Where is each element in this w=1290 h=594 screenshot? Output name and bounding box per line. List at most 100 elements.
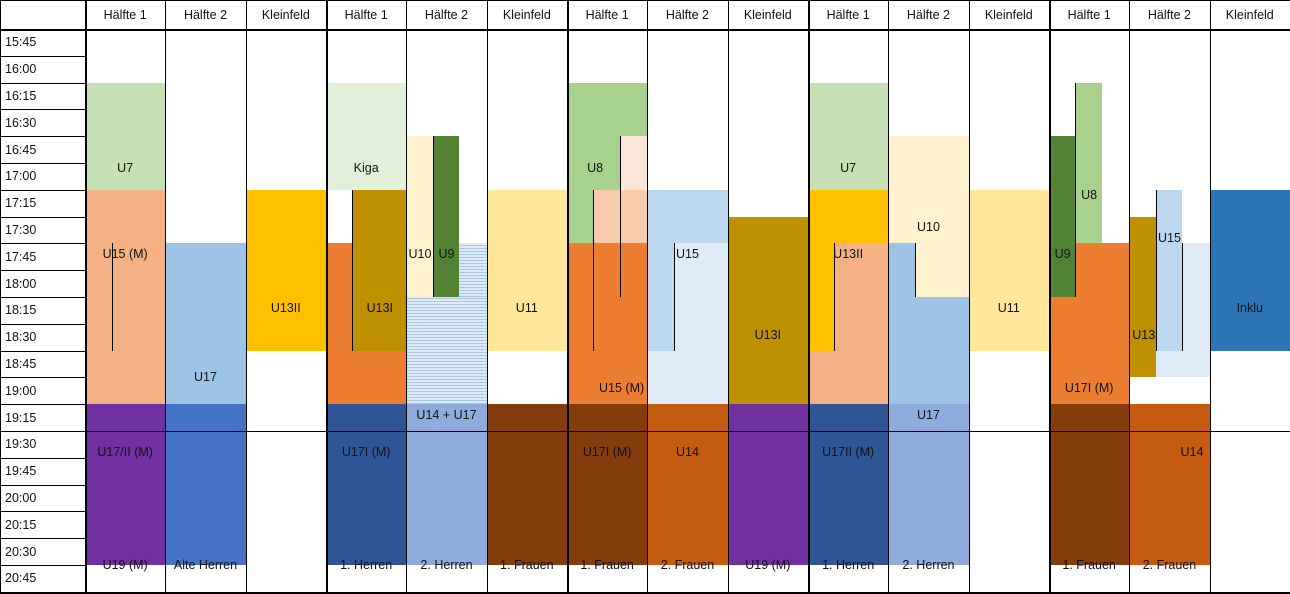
grid-line-col	[969, 0, 970, 593]
time-label: 16:45	[0, 136, 85, 163]
schedule-block-c7-1frauen	[567, 404, 647, 565]
grid-line-col	[567, 0, 569, 593]
grid-line-col	[888, 0, 889, 593]
schedule-block-c8-u15	[647, 190, 727, 244]
schedule-block-c11-u10	[915, 243, 969, 297]
grid-line-row	[0, 56, 85, 57]
column-header: Kleinfeld	[1210, 0, 1290, 29]
column-header: Hälfte 1	[808, 0, 888, 29]
block-label: U17	[917, 408, 940, 422]
grid-line-row	[0, 109, 85, 110]
grid-line-col	[1210, 0, 1211, 593]
block-label: Kiga	[354, 161, 379, 175]
block-label: 1. Herren	[340, 558, 392, 572]
block-label: U15	[1158, 231, 1181, 245]
schedule-block-c11-u17	[888, 243, 915, 297]
grid-line-row	[0, 431, 85, 432]
block-label: U19 (M)	[745, 558, 790, 572]
time-label: 20:30	[0, 538, 85, 565]
time-label: 16:30	[0, 109, 85, 136]
grid-line-col	[165, 0, 166, 593]
grid-line-row	[0, 485, 85, 486]
block-label: U11	[998, 301, 1020, 315]
block-label: U17II (M)	[822, 445, 874, 459]
schedule-block-c7-u17i	[567, 243, 647, 404]
column-header: Hälfte 2	[647, 0, 727, 29]
schedule-block-c13-u17i	[1075, 243, 1129, 297]
column-header: Hälfte 1	[85, 0, 165, 29]
schedule-block-c4-u17i	[326, 243, 353, 350]
block-label: U13II	[833, 247, 863, 261]
block-label: U10	[917, 220, 940, 234]
block-label: U11	[516, 301, 538, 315]
schedule-block-c3-u13ii	[246, 190, 326, 351]
column-header: Hälfte 2	[165, 0, 245, 29]
schedule-block-c9-u13i	[728, 217, 808, 405]
schedule-block-c5-u10	[406, 136, 433, 297]
grid-line-row	[0, 190, 85, 191]
block-border	[433, 136, 434, 297]
block-label: U17	[194, 370, 217, 384]
schedule-block-c14-u15	[1156, 190, 1183, 351]
time-label: 19:00	[0, 377, 85, 404]
schedule-block-c14-2frauen	[1129, 404, 1209, 565]
schedule-block-c11-2herren	[888, 404, 968, 565]
time-label: 15:45	[0, 29, 85, 56]
column-header: Kleinfeld	[969, 0, 1049, 29]
schedule-block-c14-u13	[1129, 217, 1156, 378]
block-label: U15 (M)	[599, 381, 644, 395]
block-label: U14	[676, 445, 699, 459]
block-border	[1075, 83, 1076, 297]
block-label: U17/II (M)	[97, 445, 153, 459]
grid-line-col	[1049, 0, 1051, 593]
block-border	[352, 190, 353, 351]
column-header: Kleinfeld	[728, 0, 808, 29]
grid-line-row	[0, 136, 85, 137]
block-label: 1. Frauen	[500, 558, 554, 572]
grid-line-row	[0, 351, 85, 352]
block-label: Alte Herren	[174, 558, 237, 572]
schedule-block-c5-u9	[433, 136, 460, 297]
block-label: U17I (M)	[583, 445, 632, 459]
grid-line-row	[0, 324, 85, 325]
grid-line-col	[326, 0, 328, 593]
block-border	[593, 190, 594, 351]
schedule-block-c13-u8	[1075, 83, 1102, 244]
schedule-block-c1-u19m	[85, 404, 165, 565]
grid-line-1930	[0, 431, 1290, 432]
schedule-block-c2-altherren	[165, 404, 245, 565]
grid-line-row	[0, 538, 85, 539]
time-label: 18:15	[0, 297, 85, 324]
block-label: U9	[1055, 247, 1071, 261]
grid-line-row	[0, 217, 85, 218]
block-label: U7	[840, 161, 856, 175]
grid-line-col	[246, 0, 247, 593]
grid-line-row	[0, 565, 85, 566]
column-header: Hälfte 2	[1129, 0, 1209, 29]
schedule-block-c8-u14	[647, 351, 727, 405]
time-label: 17:30	[0, 217, 85, 244]
grid-line-row	[0, 243, 85, 244]
time-label: 18:00	[0, 270, 85, 297]
block-border	[915, 243, 916, 297]
time-label: 19:15	[0, 404, 85, 431]
time-label: 17:00	[0, 163, 85, 190]
grid-line-col	[808, 0, 810, 593]
time-label: 16:00	[0, 56, 85, 83]
block-label: 1. Herren	[822, 558, 874, 572]
block-border	[674, 243, 675, 350]
grid-line-row	[0, 83, 85, 84]
grid-line-row	[0, 404, 85, 405]
column-header: Hälfte 2	[406, 0, 486, 29]
block-label: U13I	[367, 301, 393, 315]
column-header: Hälfte 2	[888, 0, 968, 29]
schedule-block-c6-1frauen	[487, 404, 567, 565]
grid-line-row	[0, 297, 85, 298]
block-label: 1. Frauen	[580, 558, 634, 572]
schedule-block-c8-2frauen	[647, 404, 727, 565]
grid-line-row	[0, 163, 85, 164]
schedule-block-c4-u17i	[326, 351, 406, 405]
block-label: U8	[1081, 188, 1097, 202]
schedule-block-c14-u14	[1182, 243, 1209, 350]
